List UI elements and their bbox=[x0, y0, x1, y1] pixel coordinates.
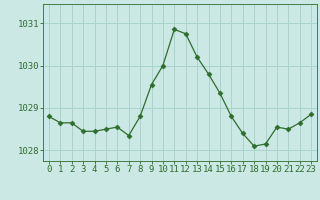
Text: Graphe pression niveau de la mer (hPa): Graphe pression niveau de la mer (hPa) bbox=[41, 179, 279, 189]
